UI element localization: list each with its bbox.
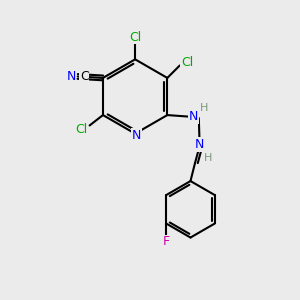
Text: H: H [200, 103, 209, 113]
Text: Cl: Cl [75, 122, 87, 136]
Text: Cl: Cl [181, 56, 194, 69]
Text: Cl: Cl [129, 31, 141, 44]
Text: F: F [163, 235, 170, 248]
Text: H: H [204, 153, 212, 163]
Text: C: C [80, 70, 88, 83]
Text: N: N [67, 70, 76, 83]
Text: N: N [189, 110, 198, 123]
Text: N: N [195, 138, 204, 151]
Text: N: N [132, 129, 141, 142]
